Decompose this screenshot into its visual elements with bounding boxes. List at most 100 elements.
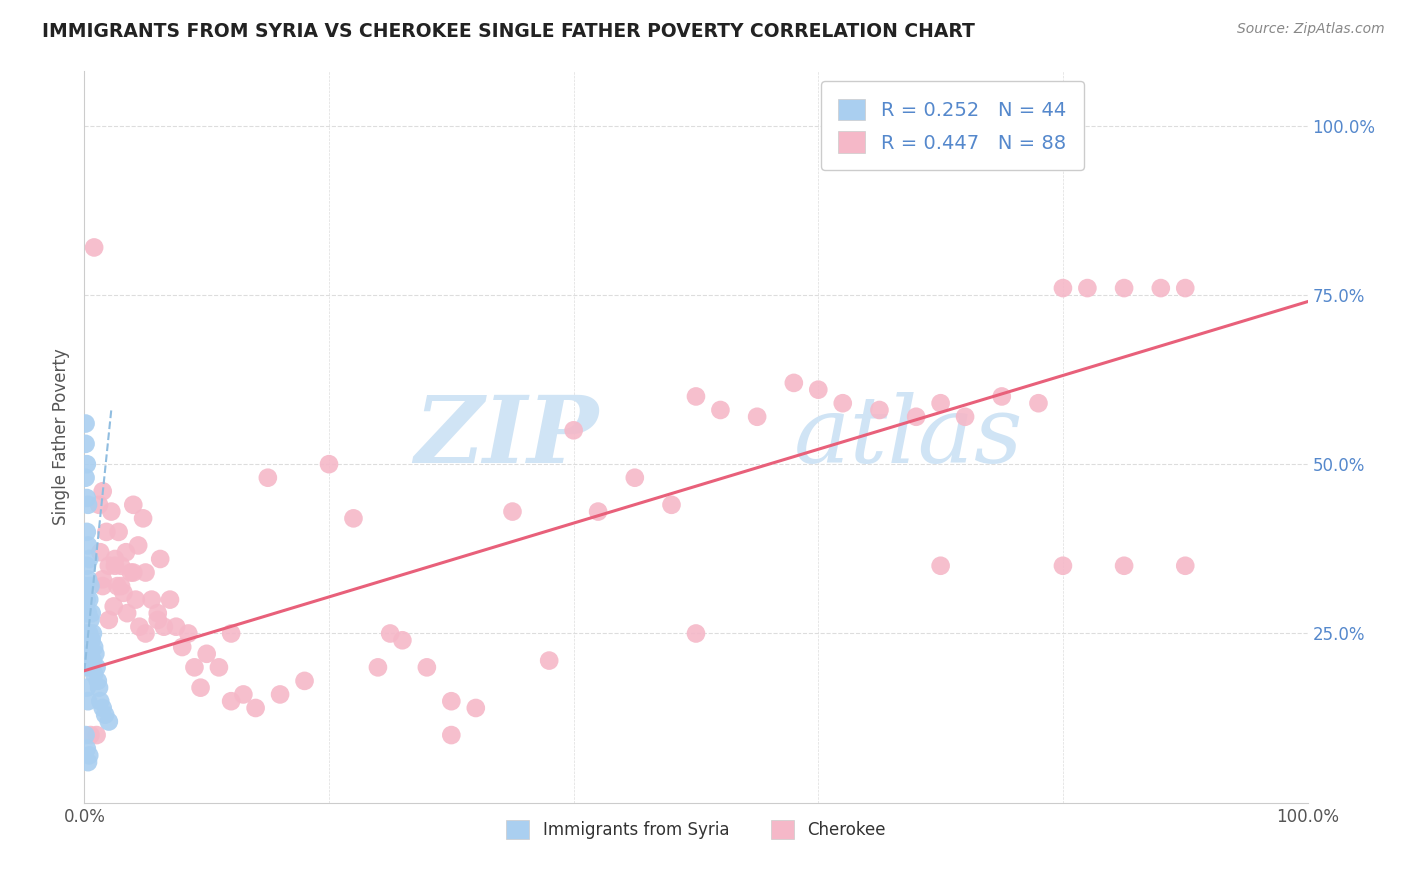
Point [75, 606, 97, 620]
Point [141, 592, 163, 607]
Point [91, 701, 114, 715]
Point [104, 552, 127, 566]
Point [91, 572, 114, 586]
Point [1052, 558, 1074, 573]
Point [1150, 281, 1173, 295]
Point [159, 592, 181, 607]
Point [440, 728, 463, 742]
Point [76, 592, 98, 607]
Point [80, 633, 103, 648]
Point [132, 511, 155, 525]
Point [77, 552, 100, 566]
Point [128, 620, 150, 634]
Point [82, 654, 104, 668]
Y-axis label: Single Father Poverty: Single Father Poverty [52, 349, 70, 525]
Point [831, 396, 853, 410]
Point [1174, 558, 1197, 573]
Point [502, 505, 524, 519]
Point [807, 383, 830, 397]
Point [96, 524, 118, 539]
Point [97, 558, 120, 573]
Point [219, 694, 242, 708]
Point [747, 409, 769, 424]
Point [624, 471, 647, 485]
Point [991, 389, 1014, 403]
Point [208, 660, 231, 674]
Point [79, 613, 101, 627]
Point [245, 701, 267, 715]
Point [1114, 558, 1136, 573]
Point [77, 647, 100, 661]
Point [165, 620, 187, 634]
Point [86, 728, 108, 742]
Point [77, 748, 100, 763]
Point [440, 694, 463, 708]
Point [367, 660, 389, 674]
Point [104, 558, 127, 573]
Point [86, 660, 108, 674]
Point [219, 626, 242, 640]
Point [122, 498, 145, 512]
Point [342, 511, 364, 525]
Point [97, 714, 120, 729]
Point [586, 505, 609, 519]
Point [464, 701, 486, 715]
Point [153, 620, 176, 634]
Point [953, 409, 976, 424]
Point [538, 654, 561, 668]
Point [1052, 281, 1074, 295]
Point [77, 592, 100, 607]
Point [107, 524, 129, 539]
Point [125, 592, 148, 607]
Point [105, 579, 128, 593]
Point [76, 457, 98, 471]
Text: atlas: atlas [794, 392, 1024, 482]
Point [89, 545, 111, 559]
Point [380, 626, 402, 640]
Point [83, 240, 105, 254]
Point [77, 538, 100, 552]
Point [76, 741, 98, 756]
Point [76, 626, 98, 640]
Point [190, 681, 212, 695]
Point [1076, 281, 1098, 295]
Point [115, 606, 138, 620]
Point [149, 552, 172, 566]
Point [172, 640, 194, 654]
Point [146, 606, 169, 620]
Point [135, 626, 157, 640]
Point [83, 667, 105, 681]
Point [77, 606, 100, 620]
Point [1028, 396, 1050, 410]
Point [80, 660, 103, 674]
Point [77, 572, 100, 586]
Point [77, 694, 100, 708]
Point [232, 688, 254, 702]
Point [110, 558, 132, 573]
Point [87, 681, 110, 695]
Point [75, 471, 97, 485]
Point [89, 694, 111, 708]
Point [195, 647, 218, 661]
Point [77, 660, 100, 674]
Point [75, 579, 97, 593]
Point [76, 491, 98, 505]
Point [100, 505, 122, 519]
Point [709, 403, 731, 417]
Point [75, 437, 97, 451]
Point [905, 409, 928, 424]
Point [269, 688, 291, 702]
Point [75, 417, 97, 431]
Point [1114, 281, 1136, 295]
Point [77, 626, 100, 640]
Point [79, 579, 101, 593]
Point [76, 558, 98, 573]
Text: ZIP: ZIP [413, 392, 598, 482]
Point [77, 755, 100, 769]
Point [91, 579, 114, 593]
Point [783, 376, 806, 390]
Point [97, 613, 120, 627]
Point [318, 457, 340, 471]
Point [294, 673, 316, 688]
Point [115, 545, 138, 559]
